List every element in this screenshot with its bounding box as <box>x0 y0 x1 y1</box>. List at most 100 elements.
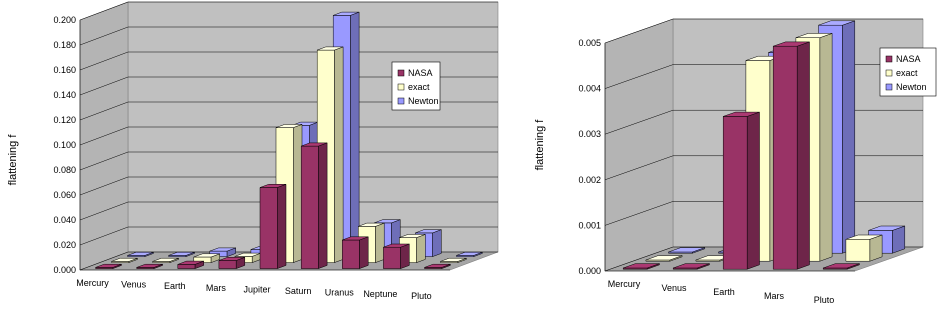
bar-side-face <box>819 33 833 262</box>
legend-label-exact: exact <box>896 68 918 78</box>
side-wall <box>604 18 674 272</box>
bar-nasa-venus <box>136 263 163 269</box>
bar-front-face <box>772 45 798 270</box>
y-tick-label: 0.020 <box>53 240 76 250</box>
bar-top-face <box>358 222 385 227</box>
bar-nasa-uranus <box>342 236 369 269</box>
y-tick-label: 0.000 <box>53 265 76 275</box>
x-category-label: Earth <box>164 281 186 291</box>
legend-swatch-exact <box>885 69 893 77</box>
bar-nasa-venus <box>672 263 710 270</box>
bar-nasa-saturn <box>300 142 328 269</box>
y-tick-label: 0.100 <box>53 140 76 150</box>
bar-nasa-neptune <box>383 243 410 269</box>
legend: NASA exact Newton <box>391 61 441 111</box>
gridline <box>79 201 498 221</box>
bar-nasa-earth <box>177 260 204 269</box>
bar-top-face <box>218 257 245 261</box>
x-category-label: Pluto <box>411 291 432 301</box>
bar-top-face <box>723 111 760 117</box>
y-tick-label: 0.005 <box>578 38 601 48</box>
bar-top-face <box>374 219 401 224</box>
x-category-label: Venus <box>661 283 687 293</box>
bar-exact-mercury <box>645 255 683 262</box>
legend-swatch-nasa <box>885 55 893 63</box>
bar-top-face <box>136 263 163 268</box>
bar-top-face <box>623 263 660 269</box>
bar-top-face <box>95 263 122 268</box>
bar-top-face <box>333 11 360 16</box>
bar-top-face <box>868 225 905 231</box>
bar-top-face <box>440 257 467 262</box>
gridline <box>79 151 498 171</box>
bar-exact-mercury <box>111 257 138 263</box>
y-tick-label: 0.001 <box>578 220 601 230</box>
y-axis-title: flattening f <box>534 119 546 171</box>
legend-label-nasa: NASA <box>408 68 433 78</box>
x-category-label: Neptune <box>363 289 397 299</box>
bar-top-face <box>773 41 810 47</box>
x-category-label: Mars <box>206 283 226 293</box>
legend-label-exact: exact <box>408 82 430 92</box>
x-category-label: Saturn <box>285 286 312 296</box>
y-tick-label: 0.003 <box>578 129 601 139</box>
bar-top-face <box>383 243 410 248</box>
bar-top-face <box>177 260 204 265</box>
legend: NASA exact Newton <box>879 47 937 97</box>
y-tick-label: 0.180 <box>53 40 76 50</box>
gridline <box>79 101 498 121</box>
bar-top-face <box>342 236 369 241</box>
bar-top-face <box>301 142 328 147</box>
bar-side-face <box>746 111 760 270</box>
gridline <box>79 1 498 21</box>
bar-newton-venus <box>168 251 195 257</box>
legend-swatch-nasa <box>397 69 405 77</box>
bar-top-face <box>845 234 883 240</box>
y-tick-label: 0.060 <box>53 190 76 200</box>
y-tick-label: 0.004 <box>578 84 601 94</box>
bar-nasa-pluto <box>822 263 860 270</box>
y-tick-label: 0.040 <box>53 215 76 225</box>
bar-nasa-earth <box>722 111 760 270</box>
bar-nasa-mars <box>218 256 246 269</box>
y-tick-label: 0.002 <box>578 175 601 185</box>
x-category-label: Venus <box>121 280 147 290</box>
bar-top-face <box>424 263 451 268</box>
y-tick-label: 0.120 <box>53 115 76 125</box>
bar-top-face <box>259 184 287 188</box>
legend-swatch-newton <box>397 97 405 105</box>
bar-exact-venus <box>152 257 179 263</box>
bar-exact-pluto <box>440 257 467 263</box>
bar-top-face <box>673 263 710 269</box>
bar-nasa-mercury <box>95 263 122 269</box>
x-category-label: Mars <box>764 291 784 301</box>
bar-top-face <box>111 257 138 262</box>
bar-top-face <box>795 33 833 38</box>
bar-top-face <box>209 247 236 252</box>
x-category-label: Mercury <box>76 278 109 288</box>
x-category-label: Pluto <box>814 295 835 305</box>
bar-newton-mercury <box>668 247 706 254</box>
bar-top-face <box>823 263 860 269</box>
gridline <box>79 126 498 146</box>
bar-top-face <box>399 234 426 238</box>
y-axis-title: flattening f <box>7 134 19 186</box>
bar-top-face <box>645 255 683 261</box>
bar-top-face <box>127 251 154 256</box>
bar-side-face <box>869 234 883 262</box>
x-category-label: Earth <box>713 287 735 297</box>
gridline <box>79 176 498 196</box>
y-tick-label: 0.140 <box>53 90 76 100</box>
bar-newton-mercury <box>127 251 154 257</box>
bar-front-face <box>722 116 748 270</box>
bar-top-face <box>193 253 220 258</box>
bar-top-face <box>456 251 483 256</box>
bar-side-face <box>796 41 810 270</box>
bar-nasa-jupiter <box>259 183 287 269</box>
legend-label-newton: Newton <box>408 96 439 106</box>
bar-top-face <box>152 257 179 262</box>
x-category-label: Mercury <box>608 279 641 289</box>
x-category-label: Uranus <box>325 288 355 298</box>
